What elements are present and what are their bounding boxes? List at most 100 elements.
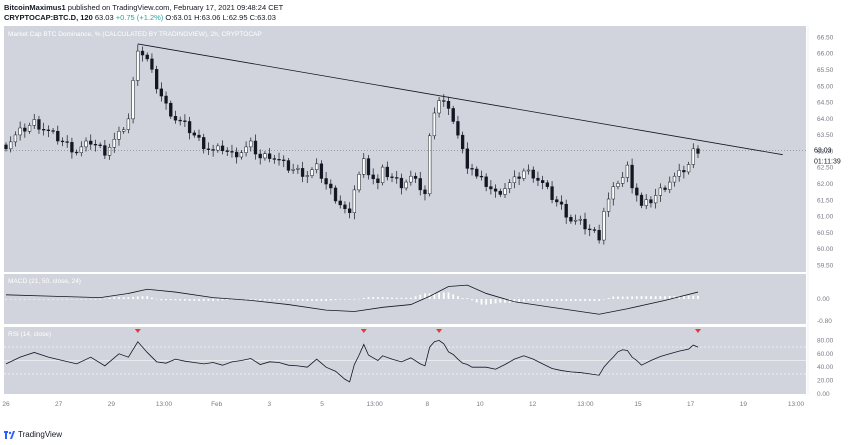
price-tick-label: 61.50 xyxy=(817,197,834,204)
time-tick-label: 15 xyxy=(634,401,642,408)
rsi-tick-label: 0.00 xyxy=(817,391,830,398)
macd-histogram-bar xyxy=(155,298,158,300)
candle-body xyxy=(27,125,32,132)
candle-body xyxy=(682,170,686,173)
time-tick-label: 13:00 xyxy=(788,401,805,408)
macd-histogram-bar xyxy=(546,299,549,301)
macd-histogram-bar xyxy=(113,297,116,299)
candle-body xyxy=(616,183,620,187)
macd-histogram-bar xyxy=(103,298,106,300)
candle-body xyxy=(437,100,441,114)
macd-line xyxy=(5,284,699,315)
candle-body xyxy=(475,168,479,177)
macd-histogram-bar xyxy=(631,296,633,299)
candle-body xyxy=(578,218,582,221)
candle-body xyxy=(244,146,248,153)
macd-histogram-bar xyxy=(457,296,459,299)
price-tick-label: 62.00 xyxy=(817,181,834,188)
candle-body xyxy=(428,135,432,195)
candle-body xyxy=(305,175,309,177)
macd-histogram-bar xyxy=(75,299,78,300)
macd-histogram-bar xyxy=(442,292,445,299)
time-tick-label: 13:00 xyxy=(577,401,594,408)
candle-body xyxy=(93,144,98,146)
candle-body xyxy=(649,199,653,204)
candle-body xyxy=(296,168,300,170)
macd-histogram-bar xyxy=(461,298,464,299)
rsi-tick-label: 40.00 xyxy=(817,364,834,371)
macd-title: MACD (21, 50, close, 24) xyxy=(8,278,81,285)
time-tick-label: 3 xyxy=(268,401,272,408)
macd-histogram-bar xyxy=(687,295,690,299)
candle-body xyxy=(84,140,88,148)
macd-histogram-bar xyxy=(231,299,233,300)
macd-histogram-bar xyxy=(174,299,177,301)
last-price-label: 63.03 xyxy=(814,147,832,154)
macd-histogram-bar xyxy=(475,299,478,303)
macd-histogram-bar xyxy=(118,297,120,299)
chart-canvas[interactable]: 66.50 66.00 65.50 65.00 64.50 64.00 63.50 63.00… xyxy=(0,24,850,424)
candle-body xyxy=(46,129,51,131)
candle-body xyxy=(639,194,644,206)
macd-histogram-bar xyxy=(315,299,318,301)
candle-body xyxy=(319,163,324,179)
macd-histogram-bar xyxy=(56,299,59,300)
candle-body xyxy=(432,112,437,137)
macd-histogram-bar xyxy=(9,299,12,300)
candle-body xyxy=(239,152,244,158)
macd-histogram-bar xyxy=(499,299,502,303)
macd-histogram-bar xyxy=(537,299,539,301)
macd-histogram-bar xyxy=(362,297,365,299)
symbol-label[interactable]: CRYPTOCAP:BTC.D, 120 xyxy=(4,13,93,22)
candle-body xyxy=(541,180,545,183)
candle-body xyxy=(253,140,258,155)
candle-body xyxy=(395,177,399,179)
candle-body xyxy=(606,198,611,212)
candle-body xyxy=(315,163,319,170)
macd-histogram-bar xyxy=(424,293,426,299)
candle-body xyxy=(65,141,69,143)
macd-histogram-bar xyxy=(61,299,64,300)
macd-histogram-bar xyxy=(165,299,167,301)
candle-body xyxy=(357,174,361,191)
macd-histogram-bar xyxy=(268,299,271,301)
candle-body xyxy=(686,164,691,173)
candle-body xyxy=(202,137,206,150)
time-tick-label: 19 xyxy=(740,401,748,408)
macd-histogram-bar xyxy=(668,296,671,299)
macd-histogram-bar xyxy=(282,299,285,301)
candle-body xyxy=(225,150,229,152)
macd-histogram-bar xyxy=(301,299,304,301)
candle-body xyxy=(409,175,413,183)
candle-body xyxy=(112,139,116,148)
candle-body xyxy=(338,200,342,206)
author-name[interactable]: BitcoinMaximus1 xyxy=(4,3,66,12)
candle-body xyxy=(173,116,178,121)
candle-body xyxy=(380,166,385,183)
rsi-peak-marker xyxy=(134,329,141,333)
candle-body xyxy=(526,169,531,172)
candle-body xyxy=(277,159,281,161)
macd-histogram-bar xyxy=(673,295,676,299)
candle-body xyxy=(498,190,502,195)
candle-body xyxy=(442,100,446,102)
candle-body xyxy=(23,127,27,132)
price-tick-label: 65.50 xyxy=(817,67,834,74)
macd-histogram-bar xyxy=(574,299,577,301)
candle-body xyxy=(390,176,394,178)
macd-histogram-bar xyxy=(212,299,215,301)
macd-histogram-bar xyxy=(358,298,360,300)
macd-histogram-bar xyxy=(348,299,351,300)
rsi-title: RSI (14, close) xyxy=(8,331,51,338)
candle-body xyxy=(159,88,163,97)
candle-body xyxy=(89,140,93,145)
price-tick-label: 65.00 xyxy=(817,83,834,90)
macd-histogram-bar xyxy=(579,299,582,301)
candle-body xyxy=(122,129,126,132)
candle-body xyxy=(625,164,630,178)
candle-body xyxy=(672,175,677,183)
macd-histogram-bar xyxy=(419,294,422,299)
candle-body xyxy=(178,119,182,122)
candle-body xyxy=(258,153,262,159)
price-tick-label: 66.00 xyxy=(817,51,834,58)
